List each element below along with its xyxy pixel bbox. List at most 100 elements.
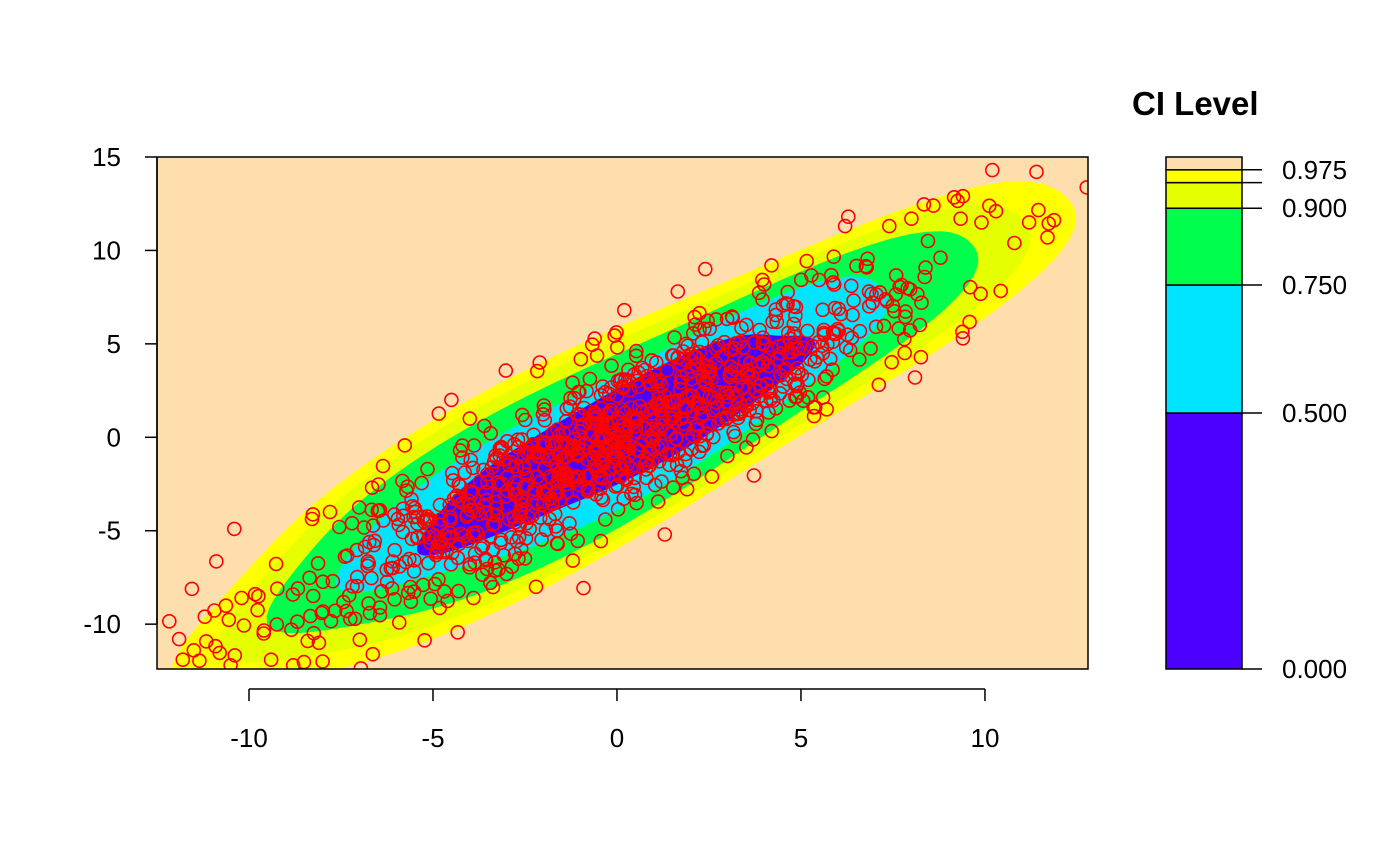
- scatter-point: [962, 279, 978, 295]
- scatter-point: [562, 515, 577, 531]
- scatter-point: [492, 448, 508, 463]
- scatter-point: [816, 327, 832, 343]
- scatter-point: [407, 552, 422, 568]
- scatter-point: [593, 533, 609, 549]
- scatter-point: [840, 209, 856, 224]
- scatter-point: [432, 600, 448, 616]
- scatter-point: [397, 438, 413, 453]
- scatter-point: [775, 298, 791, 313]
- scatter-points: [129, 162, 1088, 689]
- scatter-point: [268, 556, 284, 572]
- scatter-point: [537, 412, 553, 428]
- scatter-point: [341, 588, 357, 603]
- scatter-point: [385, 560, 401, 576]
- scatter-point: [491, 562, 506, 577]
- scatter-point: [431, 406, 447, 421]
- scatter-point: [624, 486, 639, 502]
- scatter-point: [621, 362, 636, 378]
- scatter-point: [609, 340, 625, 355]
- scatter-point: [162, 613, 177, 629]
- scatter-point: [514, 493, 529, 509]
- scatter-point: [739, 440, 754, 455]
- scatter-point: [769, 314, 785, 330]
- scatter-point: [718, 394, 734, 410]
- scatter-point: [387, 507, 402, 522]
- scatter-point: [559, 470, 575, 486]
- scatter-point: [523, 445, 539, 460]
- scatter-point: [465, 460, 481, 476]
- scatter-point: [673, 463, 689, 479]
- scatter-point: [917, 269, 933, 285]
- scatter-point: [825, 324, 841, 340]
- scatter-point: [650, 494, 666, 509]
- scatter-point: [1007, 235, 1022, 251]
- scatter-point: [576, 580, 591, 596]
- scatter-point: [644, 400, 660, 416]
- scatter-point: [387, 591, 402, 607]
- scatter-point: [789, 378, 805, 394]
- scatter-point: [479, 561, 495, 577]
- scatter-point: [819, 401, 835, 417]
- scatter-point: [311, 635, 327, 651]
- scatter-point: [305, 588, 321, 604]
- scatter-point: [529, 363, 545, 379]
- legend-tick-label: 0.750: [1282, 270, 1347, 300]
- scatter-point: [796, 340, 812, 356]
- scatter-point: [209, 554, 224, 569]
- scatter-point: [487, 515, 503, 531]
- scatter-point: [492, 477, 507, 493]
- scatter-point: [723, 359, 739, 375]
- scatter-point: [607, 438, 623, 453]
- scatter-point: [514, 497, 530, 513]
- scatter-point: [704, 469, 720, 484]
- x-axis: -10 -5 0 5 10: [230, 688, 999, 753]
- scatter-point: [726, 424, 741, 440]
- scatter-point: [614, 372, 629, 387]
- scatter-point: [284, 622, 299, 638]
- scatter-point: [374, 583, 390, 599]
- scatter-point: [719, 311, 735, 327]
- scatter-point: [884, 354, 900, 370]
- scatter-point: [689, 418, 705, 433]
- scatter-point: [435, 544, 451, 560]
- scatter-point: [532, 510, 548, 525]
- scatter-point: [897, 309, 913, 325]
- scatter-point: [753, 378, 769, 393]
- x-tick-label: -5: [421, 723, 444, 753]
- scatter-point: [629, 373, 645, 389]
- scatter-point: [360, 554, 376, 569]
- scatter-point: [628, 418, 644, 434]
- x-tick-label: 0: [610, 723, 624, 753]
- scatter-point: [420, 461, 435, 477]
- scatter-point: [175, 652, 191, 668]
- scatter-point: [625, 409, 640, 425]
- scatter-point: [734, 370, 750, 385]
- scatter-point: [789, 389, 805, 405]
- scatter-point: [349, 578, 365, 594]
- scatter-point: [1029, 164, 1044, 180]
- scatter-point: [946, 190, 962, 205]
- scatter-point: [455, 450, 470, 465]
- scatter-point: [627, 470, 642, 486]
- scatter-point: [325, 573, 341, 589]
- scatter-point: [339, 603, 354, 619]
- scatter-point: [755, 292, 770, 307]
- scatter-point: [786, 336, 802, 351]
- scatter-point: [665, 480, 681, 495]
- scatter-point: [594, 419, 609, 434]
- scatter-point: [765, 314, 781, 330]
- scatter-point: [489, 450, 504, 466]
- scatter-point: [197, 609, 213, 625]
- scatter-point: [628, 348, 644, 364]
- scatter-point: [623, 460, 639, 476]
- scatter-point: [605, 453, 620, 469]
- scatter-point: [950, 193, 965, 209]
- scatter-point: [451, 583, 466, 599]
- scatter-point: [315, 654, 330, 669]
- scatter-point: [300, 633, 316, 649]
- scatter-point: [572, 477, 588, 493]
- scatter-point: [768, 307, 784, 323]
- scatter-point: [129, 676, 142, 689]
- scatter-point: [872, 285, 888, 300]
- x-tick-label: 5: [794, 723, 808, 753]
